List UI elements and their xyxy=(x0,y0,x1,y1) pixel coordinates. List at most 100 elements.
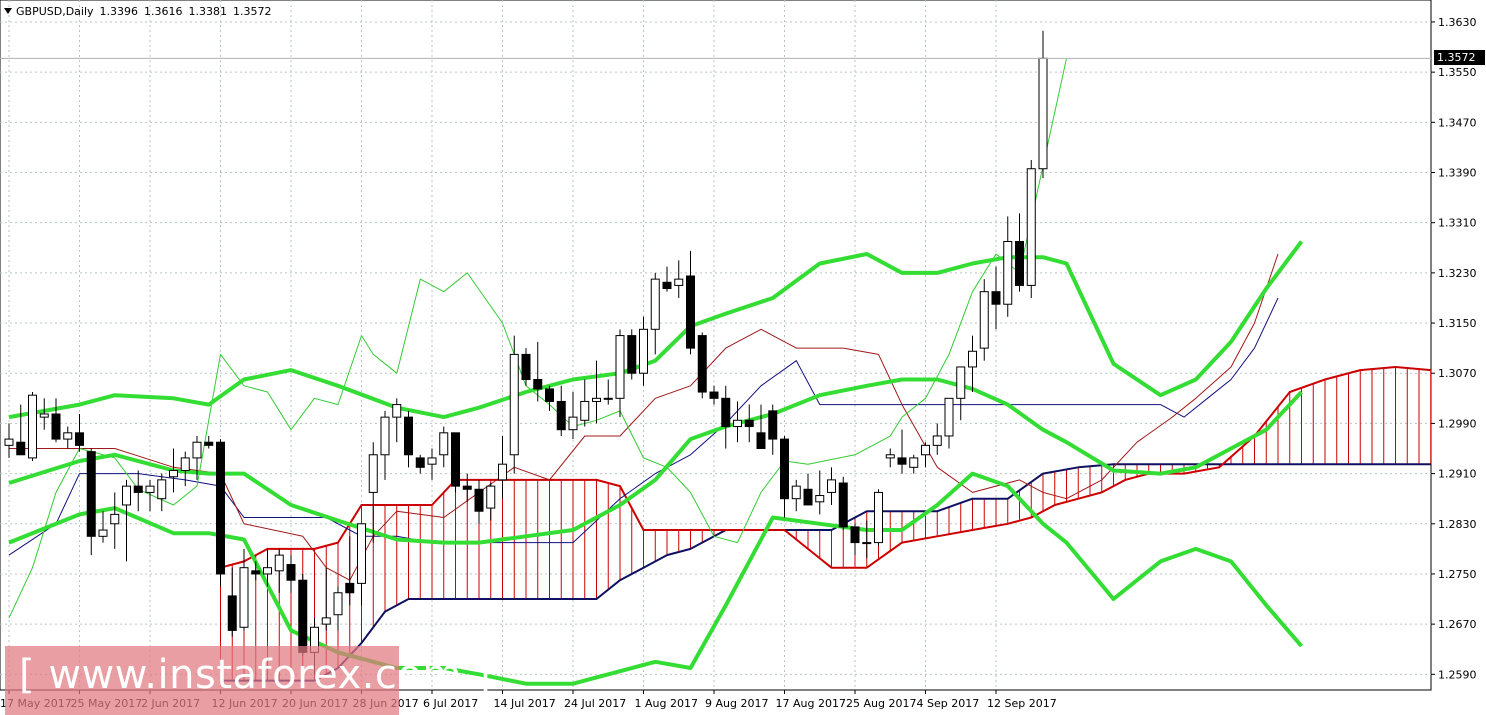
candle-body xyxy=(333,592,343,616)
candle xyxy=(474,479,484,524)
candle xyxy=(744,404,754,443)
candle-body xyxy=(145,485,155,493)
candle xyxy=(721,385,731,449)
candle-body xyxy=(921,444,930,456)
candle xyxy=(110,492,120,549)
x-tick-label: 9 Aug 2017 xyxy=(705,697,768,710)
y-tick-label: 1.2990 xyxy=(1438,417,1477,430)
candle xyxy=(274,548,284,593)
candle-body xyxy=(885,454,895,459)
candle xyxy=(1003,216,1013,317)
candle xyxy=(486,483,496,521)
candle-body xyxy=(1015,241,1024,286)
candle-body xyxy=(192,441,202,459)
x-tick-label: 6 Jul 2017 xyxy=(423,697,478,710)
open-value: 1.3396 xyxy=(99,5,139,18)
candle xyxy=(556,385,566,436)
candle xyxy=(28,392,37,462)
chevron-down-icon[interactable] xyxy=(4,8,12,14)
y-tick-label: 1.3070 xyxy=(1438,367,1477,380)
candle-body xyxy=(744,419,754,428)
candle-body xyxy=(850,526,860,544)
candle xyxy=(568,392,578,440)
candle-body xyxy=(122,485,131,506)
candle xyxy=(157,473,167,512)
candle-body xyxy=(157,479,167,500)
candle-body xyxy=(862,542,872,545)
candle-body xyxy=(216,441,225,575)
candle xyxy=(827,467,836,505)
y-tick-label: 1.3390 xyxy=(1438,167,1477,180)
candle-body xyxy=(568,416,578,431)
x-tick-label: 14 Jul 2017 xyxy=(494,697,556,710)
candle xyxy=(227,567,237,637)
candle-body xyxy=(521,353,531,380)
candle xyxy=(216,439,225,587)
candle xyxy=(415,454,425,474)
candle-body xyxy=(486,485,496,509)
candle xyxy=(16,404,26,456)
x-tick-label: 25 Aug 2017 xyxy=(846,697,916,710)
candle xyxy=(580,379,590,427)
candle xyxy=(1015,213,1024,292)
x-tick-label: 12 Sep 2017 xyxy=(987,697,1057,710)
candle-body xyxy=(639,328,648,374)
candle xyxy=(803,473,813,506)
y-tick-label: 1.2830 xyxy=(1438,518,1477,531)
candle-body xyxy=(721,397,731,428)
candle xyxy=(239,548,249,631)
close-value: 1.3572 xyxy=(233,5,272,18)
candle-body xyxy=(180,457,190,471)
bollinger-lower-line xyxy=(8,471,1304,686)
candle xyxy=(521,348,531,386)
candle-body xyxy=(956,366,966,399)
candle xyxy=(909,454,919,474)
candle-body xyxy=(768,410,778,440)
candle xyxy=(180,451,190,487)
bollinger-middle-line xyxy=(8,377,1303,545)
candle xyxy=(498,435,507,499)
y-tick-label: 1.3150 xyxy=(1438,317,1477,330)
candle-body xyxy=(28,394,37,459)
candle xyxy=(791,479,801,512)
candle xyxy=(921,442,930,468)
y-axis: 1.3630 1.3550 1.3470 1.3390 1.3310 1.3230 1.31… xyxy=(1431,16,1477,681)
candle-body xyxy=(615,335,625,399)
candle xyxy=(368,442,378,543)
candle xyxy=(874,489,883,546)
candle-body xyxy=(791,485,801,500)
candle xyxy=(286,555,296,593)
y-tick-label: 1.3310 xyxy=(1438,217,1477,230)
candle xyxy=(451,432,460,493)
candle-body xyxy=(662,281,672,290)
candle xyxy=(1026,159,1036,298)
y-tick-label: 1.3630 xyxy=(1438,16,1477,29)
candle-body xyxy=(979,291,989,349)
candle-body xyxy=(63,432,73,440)
candle xyxy=(650,272,660,355)
candle xyxy=(686,250,695,355)
candle-body xyxy=(592,397,601,402)
candle-body xyxy=(169,469,178,478)
x-tick-label: 1 Aug 2017 xyxy=(635,697,698,710)
candle-body xyxy=(1038,57,1048,170)
candle xyxy=(4,423,14,458)
candle-body xyxy=(75,432,84,446)
candle-body xyxy=(239,567,249,628)
high-value: 1.3616 xyxy=(144,5,183,18)
candle-body xyxy=(415,457,425,468)
candle-body xyxy=(932,435,942,446)
tenkan-sen-line xyxy=(9,253,1279,581)
candle xyxy=(709,385,719,405)
candle-body xyxy=(897,457,907,465)
candle-body xyxy=(357,523,366,584)
candle xyxy=(122,479,131,562)
candle-body xyxy=(674,278,684,286)
y-tick-label: 1.3470 xyxy=(1438,116,1477,129)
candle-body xyxy=(944,397,954,437)
x-tick-label: 24 Jul 2017 xyxy=(564,697,626,710)
candle xyxy=(815,470,825,515)
candle-body xyxy=(991,291,1001,305)
candle xyxy=(662,266,672,292)
candle-body xyxy=(686,275,695,349)
